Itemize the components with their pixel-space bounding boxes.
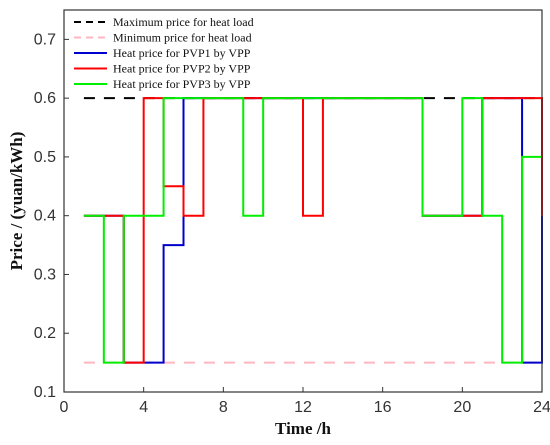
- y-tick-label: 0.2: [34, 325, 56, 342]
- x-tick-label: 12: [294, 399, 312, 416]
- x-tick-label: 0: [60, 399, 69, 416]
- series-line-4: [83, 97, 543, 364]
- y-tick-label: 0.7: [34, 31, 56, 48]
- y-tick-label: 0.6: [34, 90, 56, 107]
- legend-label: Heat price for PVP1 by VPP: [113, 46, 251, 60]
- y-axis-title: Price / (yuan/kWh): [7, 132, 26, 271]
- x-tick-label: 16: [374, 399, 392, 416]
- legend-label: Maximum price for heat load: [113, 15, 254, 29]
- y-tick-label: 0.3: [34, 266, 56, 283]
- x-tick-label: 24: [533, 399, 550, 416]
- legend-label: Heat price for PVP2 by VPP: [113, 62, 251, 76]
- x-tick-label: 8: [219, 399, 228, 416]
- axis-ticks: 0 4 8 12 16 20 24 0.1 0.2 0.3 0.4 0.5 0.6 0.7: [34, 31, 550, 416]
- series-line-3: [83, 97, 543, 364]
- y-tick-label: 0.5: [34, 149, 56, 166]
- y-tick-label: 0.4: [34, 208, 56, 225]
- legend: Maximum price for heat load Minimum price…: [74, 15, 254, 91]
- x-axis-title: Time /h: [275, 419, 331, 438]
- legend-label: Heat price for PVP3 by VPP: [113, 77, 251, 91]
- y-tick-label: 0.1: [34, 384, 56, 401]
- series-line-5: [83, 97, 542, 364]
- plot-series: [83, 97, 543, 364]
- legend-label: Minimum price for heat load: [113, 31, 252, 45]
- x-tick-label: 20: [453, 399, 471, 416]
- x-tick-label: 4: [139, 399, 148, 416]
